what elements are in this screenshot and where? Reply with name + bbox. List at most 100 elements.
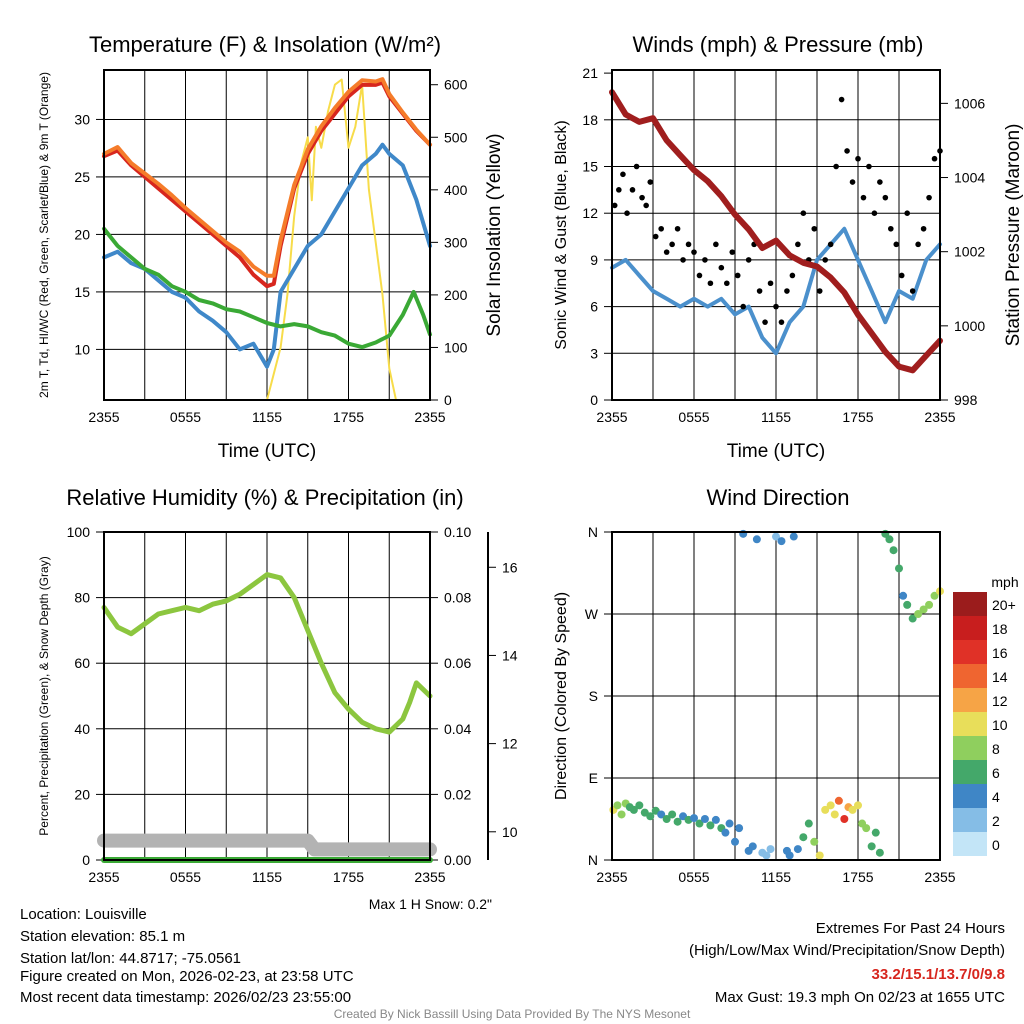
y-right-tick-label: 0.02 (444, 786, 471, 802)
max-gust-label: Max Gust: 19.3 mph On 02/23 at 1655 UTC (714, 989, 1005, 1006)
legend-label: 8 (992, 741, 1000, 757)
gust-point (931, 155, 938, 162)
direction-point (903, 600, 912, 609)
direction-point (885, 535, 894, 544)
direction-point (752, 535, 761, 544)
gust-point (926, 194, 932, 201)
gust-point (663, 249, 670, 255)
recent-data-label: Most recent data timestamp: 2026/02/23 2… (20, 989, 352, 1006)
chart-title: Winds (mph) & Pressure (mb) (633, 32, 924, 57)
direction-point (762, 851, 771, 860)
legend-label: 16 (992, 645, 1008, 661)
y-tick-label: 15 (582, 159, 598, 175)
plot-frame (103, 69, 431, 401)
gust-point (669, 241, 675, 248)
direction-point (793, 845, 802, 854)
plot-frame (611, 69, 941, 401)
y-tick-label: 40 (74, 721, 90, 737)
y-right-tick-label: 998 (954, 392, 978, 408)
y-axis-label: Percent, Precipitation (Green), & Snow D… (37, 556, 51, 835)
y-right-tick-label: 0.00 (444, 852, 471, 868)
gust-point (789, 272, 796, 279)
direction-point (721, 828, 730, 837)
gust-point (888, 225, 894, 232)
direction-point (804, 819, 813, 828)
y-axis-label: Sonic Wind & Gust (Blue, Black) (553, 120, 570, 349)
legend-swatch (953, 640, 987, 664)
gust-point (658, 225, 664, 232)
gust-point (827, 241, 834, 248)
legend-swatch (953, 832, 987, 856)
gust-point (784, 288, 790, 294)
x-tick-label: 1155 (761, 869, 791, 885)
gust-point (849, 179, 856, 185)
x-tick-label: 2355 (924, 869, 955, 885)
direction-point (919, 605, 928, 614)
direction-point (646, 812, 655, 821)
chart-title: Temperature (F) & Insolation (W/m²) (89, 32, 441, 57)
direction-point (826, 801, 835, 810)
gust-point (893, 241, 900, 248)
x-tick-label: 2355 (414, 409, 445, 425)
y-right-tick-label: 1000 (954, 318, 985, 334)
y-right-tick-label: 0 (444, 392, 452, 408)
gust-point (633, 163, 640, 170)
y-right-tick-label: 1006 (954, 95, 985, 111)
gust-point (685, 241, 692, 248)
gust-point (724, 280, 730, 287)
direction-point (657, 810, 666, 819)
y-right-tick-label: 0.06 (444, 655, 471, 671)
y-right-tick-label: 600 (444, 77, 468, 93)
y-tick-label: N (588, 524, 598, 540)
legend-label: 10 (992, 717, 1008, 733)
x-tick-label: 0555 (678, 409, 709, 425)
direction-point (766, 845, 775, 854)
y-right-tick-label: 1002 (954, 244, 985, 260)
series-line-solar-insolation (103, 78, 431, 401)
y-tick-label: 10 (74, 341, 90, 357)
y-tick-label: W (585, 606, 599, 622)
direction-point (810, 837, 819, 846)
elevation-label: Station elevation: 85.1 m (20, 928, 186, 945)
direction-point (690, 814, 698, 823)
gust-point (795, 241, 801, 248)
legend-label: 20+ (992, 597, 1016, 613)
gust-point (773, 303, 779, 310)
direction-point (821, 805, 830, 814)
direction-point (895, 564, 903, 573)
x-tick-label: 2355 (88, 409, 119, 425)
x-tick-label: 0555 (678, 869, 709, 885)
series-line-9m-t (102, 77, 432, 278)
x-tick-label: 1155 (761, 409, 791, 425)
gust-point (871, 210, 878, 217)
direction-point (834, 796, 843, 805)
direction-point (875, 848, 884, 857)
legend-swatch (953, 808, 987, 832)
gust-point (762, 319, 768, 325)
x-tick-label: 2355 (596, 869, 627, 885)
direction-point (731, 837, 739, 846)
legend-label: 0 (992, 837, 1000, 853)
direction-point (777, 537, 786, 546)
direction-point (815, 851, 824, 860)
x-tick-label: 1755 (333, 869, 364, 885)
x-tick-label: 2355 (596, 409, 627, 425)
plot-frame (611, 531, 941, 861)
direction-point (785, 851, 794, 860)
series-line-snow-depth (97, 833, 437, 857)
y-right-tick-label: 100 (444, 339, 468, 355)
gust-point (877, 179, 883, 185)
y-right-tick-label: 10 (502, 824, 518, 840)
y-tick-label: 100 (67, 524, 91, 540)
y-tick-label: 0 (82, 852, 90, 868)
y-tick-label: S (589, 688, 598, 704)
created-label: Figure created on Mon, 2026-02-23, at 23… (20, 968, 354, 985)
legend-label: 14 (992, 669, 1008, 685)
legend-swatch (953, 736, 987, 760)
gust-point (707, 280, 714, 287)
y-axis-label: 2m T, Td, HI/WC (Red, Green, Scarlet/Blu… (37, 72, 51, 398)
y-tick-label: N (588, 852, 598, 868)
gust-point (844, 148, 850, 154)
x-tick-label: 1755 (842, 409, 873, 425)
